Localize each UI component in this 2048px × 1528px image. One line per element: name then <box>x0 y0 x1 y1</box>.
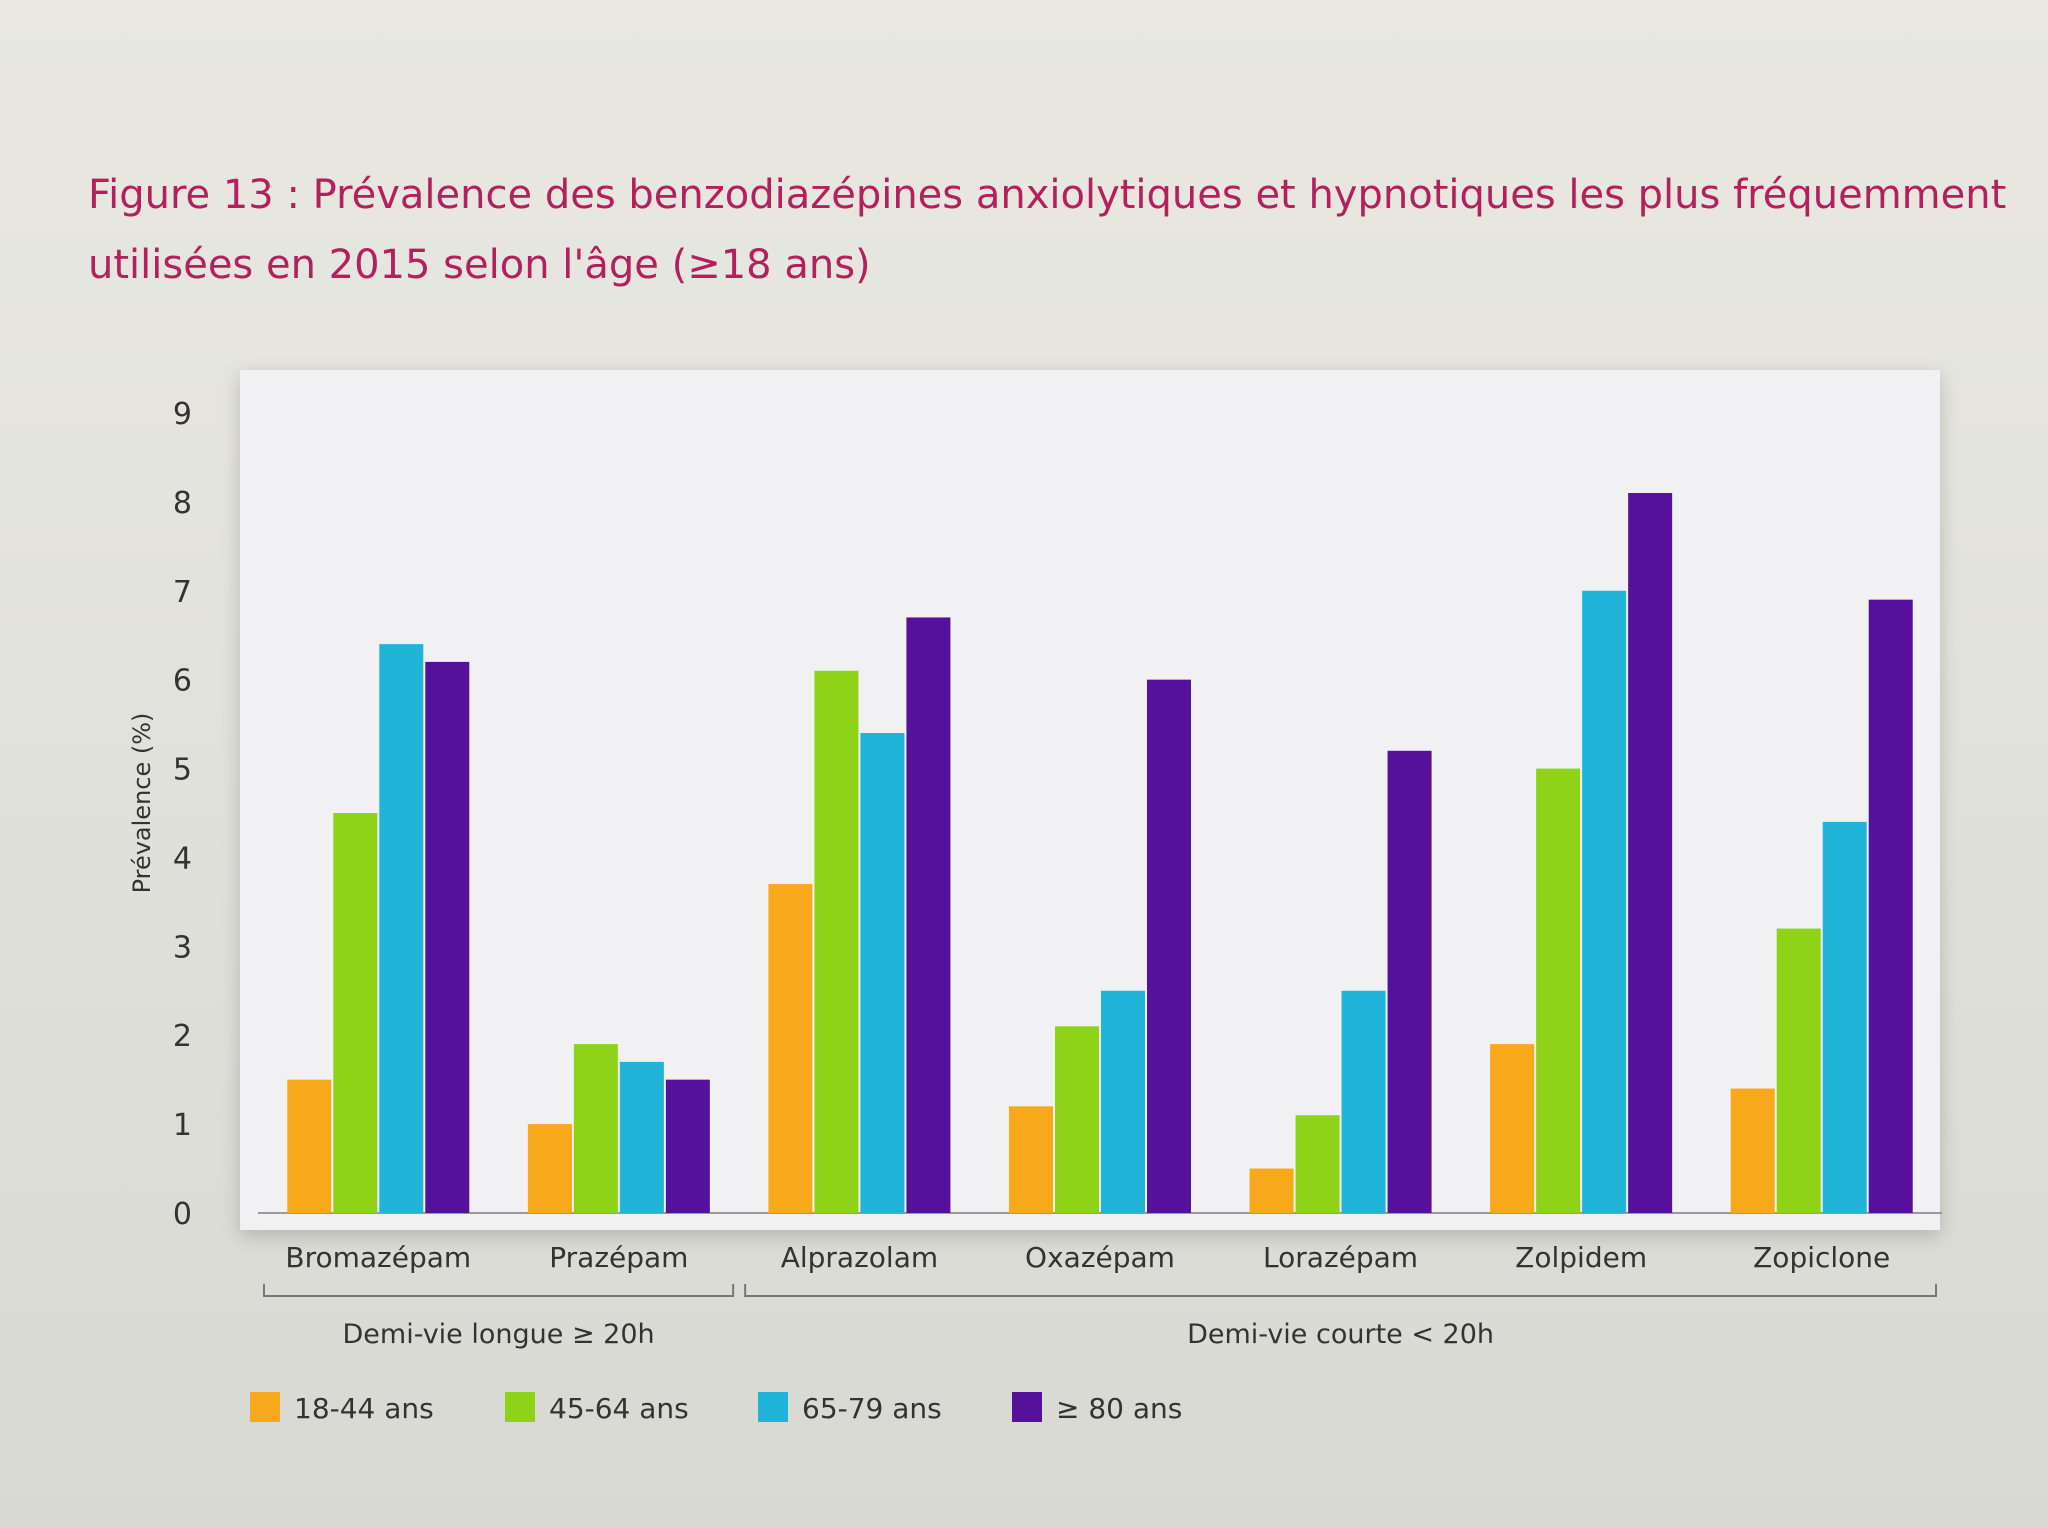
y-tick-label-0: 0 <box>173 1197 192 1232</box>
y-tick-label-8: 8 <box>173 486 192 521</box>
bar-zopiclone-2 <box>1776 928 1821 1213</box>
legend-label-2: 45-64 ans <box>549 1392 689 1425</box>
bar-lorazépam-3 <box>1341 990 1386 1213</box>
category-label: Prazépam <box>549 1241 688 1274</box>
bar-oxazépam-2 <box>1055 1026 1099 1213</box>
bar-bromazépam-3 <box>379 644 424 1213</box>
y-tick-label-7: 7 <box>173 575 192 610</box>
figure-title-line-1: Figure 13 : Prévalence des benzodiazépin… <box>88 172 2007 218</box>
category-label: Oxazépam <box>1025 1241 1175 1274</box>
y-tick-label-2: 2 <box>173 1019 192 1054</box>
bar-prazépam-3 <box>619 1061 664 1213</box>
legend-swatch-2 <box>505 1392 535 1422</box>
bar-alprazolam-1 <box>768 884 813 1213</box>
bar-zopiclone-3 <box>1822 821 1867 1213</box>
legend-swatch-1 <box>250 1392 280 1422</box>
bar-bromazépam-1 <box>287 1079 332 1213</box>
y-tick-label-9: 9 <box>173 397 192 432</box>
bar-zolpidem-2 <box>1536 768 1581 1213</box>
bar-zolpidem-3 <box>1582 590 1627 1213</box>
bar-lorazépam-4 <box>1387 750 1432 1213</box>
bar-bromazépam-4 <box>425 661 470 1213</box>
category-label: Zolpidem <box>1515 1241 1647 1274</box>
bar-prazépam-1 <box>527 1124 572 1213</box>
bar-zolpidem-1 <box>1490 1044 1535 1213</box>
group-bracket-1 <box>263 1284 735 1297</box>
group-bracket-2 <box>744 1284 1937 1297</box>
bar-alprazolam-2 <box>814 670 859 1213</box>
bar-zolpidem-4 <box>1628 493 1673 1213</box>
category-label: Alprazolam <box>781 1241 938 1274</box>
legend-label-1: 18-44 ans <box>294 1392 434 1425</box>
bar-zopiclone-4 <box>1868 599 1913 1213</box>
category-label: Zopiclone <box>1753 1241 1890 1274</box>
legend-label-3: 65-79 ans <box>802 1392 942 1425</box>
category-label: Lorazépam <box>1263 1241 1418 1274</box>
category-label: Bromazépam <box>285 1241 471 1274</box>
bar-oxazépam-4 <box>1147 679 1191 1213</box>
group-label-1: Demi-vie longue ≥ 20h <box>342 1319 654 1350</box>
bar-bromazépam-2 <box>333 813 378 1213</box>
bar-alprazolam-4 <box>906 617 951 1213</box>
bar-lorazépam-1 <box>1249 1168 1294 1213</box>
y-tick-label-5: 5 <box>173 753 192 788</box>
y-axis-label: Prévalence (%) <box>128 713 156 894</box>
group-label-2: Demi-vie courte < 20h <box>1187 1319 1494 1350</box>
y-tick-label-3: 3 <box>173 930 192 965</box>
y-tick-label-1: 1 <box>173 1108 192 1143</box>
bar-prazépam-2 <box>573 1044 618 1213</box>
figure-title: Figure 13 : Prévalence des benzodiazépin… <box>88 160 2007 300</box>
legend-swatch-3 <box>758 1392 788 1422</box>
bar-zopiclone-1 <box>1730 1088 1775 1213</box>
legend-label-4: ≥ 80 ans <box>1056 1392 1182 1425</box>
y-tick-label-6: 6 <box>173 664 192 699</box>
bar-alprazolam-3 <box>860 733 905 1213</box>
bar-lorazépam-2 <box>1295 1115 1340 1213</box>
bar-oxazépam-1 <box>1009 1106 1053 1213</box>
bar-prazépam-4 <box>665 1079 710 1213</box>
y-tick-label-4: 4 <box>173 841 192 876</box>
legend-swatch-4 <box>1012 1392 1042 1422</box>
figure-title-line-2: utilisées en 2015 selon l'âge (≥18 ans) <box>88 242 871 288</box>
bar-oxazépam-3 <box>1101 990 1145 1213</box>
